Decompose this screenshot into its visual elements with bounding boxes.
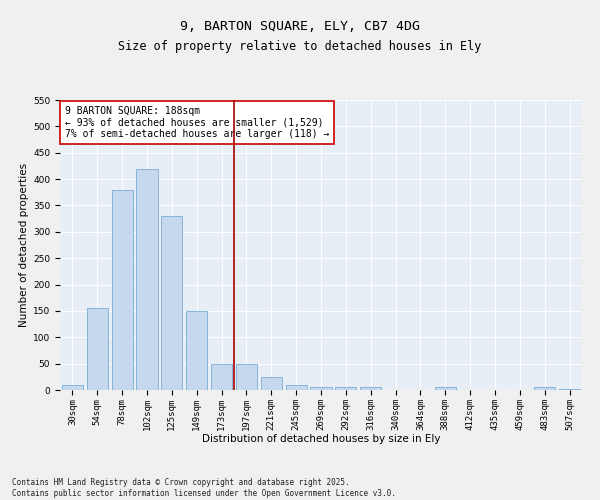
Text: 9 BARTON SQUARE: 188sqm
← 93% of detached houses are smaller (1,529)
7% of semi-: 9 BARTON SQUARE: 188sqm ← 93% of detache… bbox=[65, 106, 329, 139]
Bar bbox=[435, 388, 456, 390]
Bar bbox=[136, 168, 158, 390]
Bar bbox=[87, 308, 108, 390]
Bar bbox=[310, 388, 332, 390]
X-axis label: Distribution of detached houses by size in Ely: Distribution of detached houses by size … bbox=[202, 434, 440, 444]
Bar bbox=[534, 388, 555, 390]
Text: Size of property relative to detached houses in Ely: Size of property relative to detached ho… bbox=[118, 40, 482, 53]
Bar bbox=[261, 377, 282, 390]
Bar bbox=[335, 388, 356, 390]
Bar bbox=[161, 216, 182, 390]
Text: 9, BARTON SQUARE, ELY, CB7 4DG: 9, BARTON SQUARE, ELY, CB7 4DG bbox=[180, 20, 420, 33]
Bar bbox=[286, 384, 307, 390]
Bar bbox=[360, 388, 381, 390]
Bar bbox=[62, 384, 83, 390]
Bar bbox=[559, 389, 580, 390]
Y-axis label: Number of detached properties: Number of detached properties bbox=[19, 163, 29, 327]
Bar bbox=[186, 311, 207, 390]
Bar bbox=[236, 364, 257, 390]
Text: Contains HM Land Registry data © Crown copyright and database right 2025.
Contai: Contains HM Land Registry data © Crown c… bbox=[12, 478, 396, 498]
Bar bbox=[112, 190, 133, 390]
Bar bbox=[211, 364, 232, 390]
